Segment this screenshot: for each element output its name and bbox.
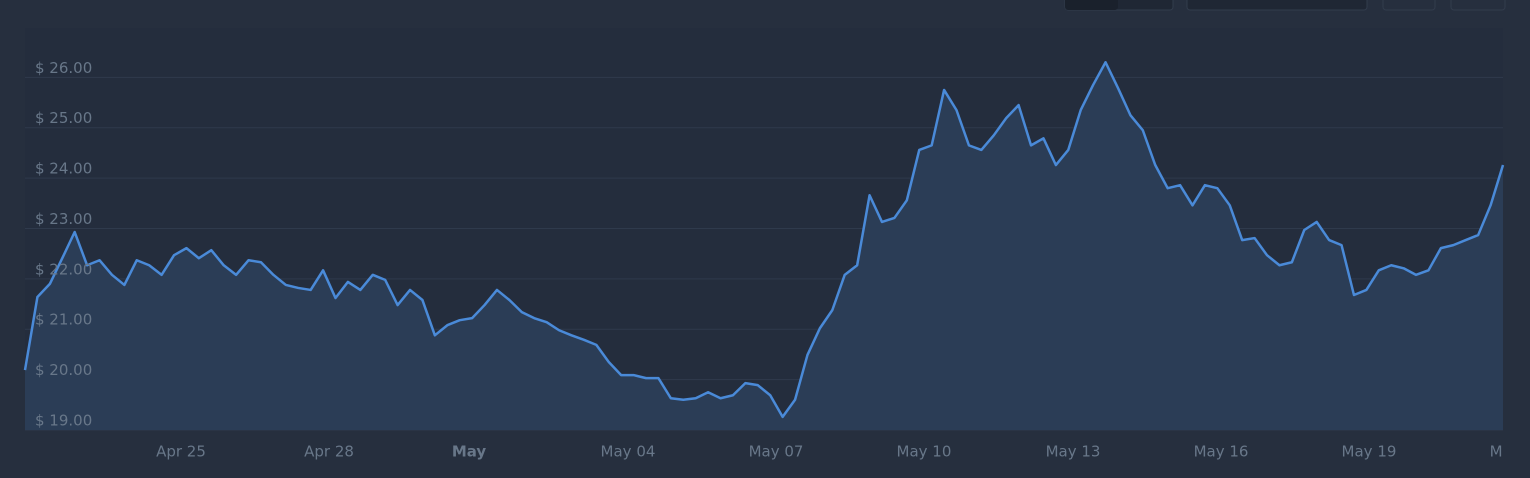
x-tick-label: May 10 bbox=[897, 443, 952, 461]
x-tick-label: May 07 bbox=[749, 443, 804, 461]
y-tick-label: $ 19.00 bbox=[35, 412, 92, 430]
y-tick-label: $ 21.00 bbox=[35, 311, 92, 329]
y-tick-label: $ 25.00 bbox=[35, 109, 92, 127]
x-tick-label: May bbox=[452, 443, 487, 461]
area-fill bbox=[25, 62, 1503, 430]
x-tick-label: May 19 bbox=[1342, 443, 1397, 461]
y-tick-label: $ 24.00 bbox=[35, 160, 92, 178]
x-tick-label: Apr 25 bbox=[156, 443, 206, 461]
range-toggle-active[interactable] bbox=[1065, 0, 1118, 10]
y-tick-label: $ 23.00 bbox=[35, 210, 92, 228]
x-tick-label: May 04 bbox=[601, 443, 656, 461]
x-tick-label: Apr 28 bbox=[304, 443, 354, 461]
x-tick-label: May 13 bbox=[1046, 443, 1101, 461]
x-tick-label: May 22 bbox=[1490, 443, 1530, 461]
x-labels: Apr 25 Apr 28 May May 04 May 07 May 10 May 13 M… bbox=[156, 443, 1530, 461]
y-tick-label: $ 22.00 bbox=[35, 260, 92, 278]
marks bbox=[23, 61, 1505, 430]
zoom-button[interactable] bbox=[1382, 0, 1436, 11]
y-tick-label: $ 20.00 bbox=[35, 361, 92, 379]
price-line bbox=[23, 61, 1505, 419]
date-input[interactable] bbox=[1186, 0, 1368, 11]
labels: $ 19.00 $ 20.00 $ 21.00 $ 22.00 $ 23.00 $ 24.… bbox=[35, 59, 92, 430]
reset-button[interactable] bbox=[1450, 0, 1506, 11]
y-tick-label: $ 26.00 bbox=[35, 59, 92, 77]
x-tick-label: May 16 bbox=[1194, 443, 1249, 461]
